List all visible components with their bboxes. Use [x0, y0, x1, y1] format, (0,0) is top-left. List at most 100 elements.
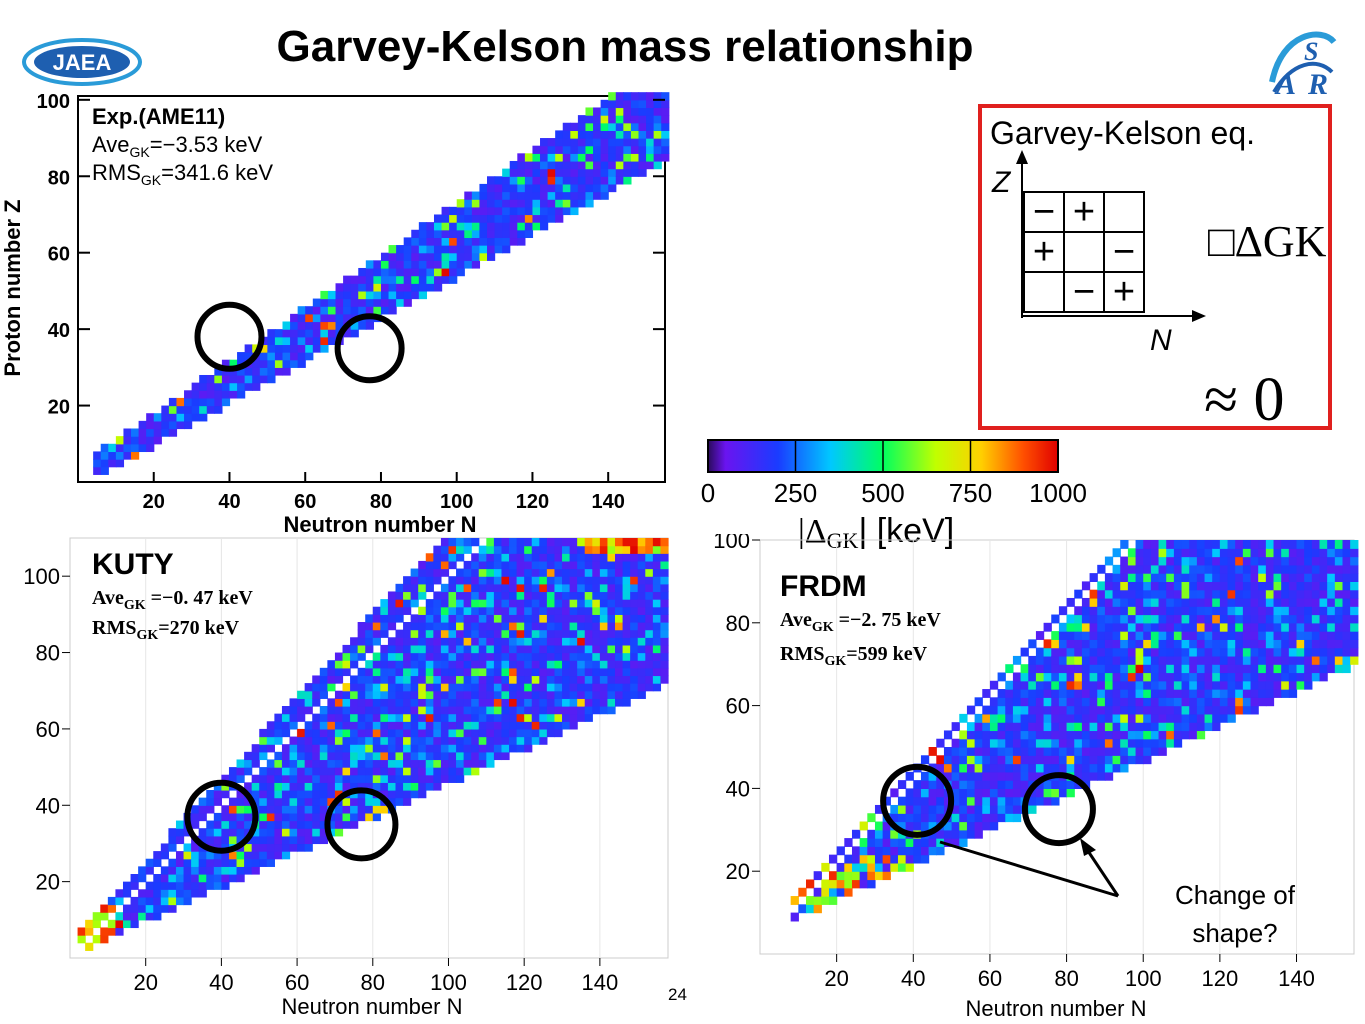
data-cell [652, 538, 662, 547]
x-tick-label: 60 [978, 966, 1002, 991]
data-cell [312, 751, 321, 761]
data-cell [1066, 647, 1075, 657]
data-cell [943, 821, 953, 831]
data-cell [342, 690, 351, 699]
data-cell [122, 919, 132, 929]
data-cell [100, 451, 109, 460]
data-cell [570, 183, 579, 193]
data-cell [433, 751, 442, 761]
data-cell [805, 879, 815, 889]
data-cell [516, 675, 525, 684]
data-cell [585, 107, 594, 116]
data-cell [100, 927, 109, 936]
data-cell [1020, 647, 1029, 657]
highlight-circle [324, 787, 399, 862]
data-cell [1074, 771, 1083, 781]
data-cell [281, 767, 291, 776]
data-cell [1051, 697, 1060, 707]
data-cell [959, 804, 968, 814]
data-cell [1035, 680, 1045, 690]
data-cell [365, 298, 374, 307]
data-cell [123, 428, 132, 437]
data-cell [281, 835, 291, 845]
data-cell [509, 622, 518, 631]
data-cell [350, 306, 359, 315]
data-cell [1350, 589, 1359, 599]
data-cell [562, 199, 571, 208]
data-cell [1143, 747, 1152, 756]
data-cell [214, 405, 223, 414]
data-cell [828, 896, 838, 905]
data-cell [479, 214, 488, 223]
data-cell [282, 336, 291, 346]
data-cell [350, 652, 359, 661]
data-cell [1189, 614, 1198, 624]
data-cell [146, 436, 155, 445]
data-cell [1104, 647, 1114, 657]
data-cell [1158, 705, 1167, 715]
data-cell [305, 352, 314, 361]
data-cell [448, 721, 457, 730]
data-cell [388, 290, 397, 300]
data-cell [859, 854, 868, 864]
data-cell [1020, 755, 1029, 765]
data-cell [319, 706, 328, 715]
data-cell [463, 644, 472, 654]
data-cell [637, 644, 646, 654]
data-cell [1028, 664, 1037, 674]
data-cell [1342, 556, 1351, 566]
data-cell [410, 706, 419, 715]
data-cell [184, 390, 193, 399]
data-cell [959, 747, 968, 756]
data-cell [358, 275, 367, 284]
data-cell [236, 790, 245, 799]
data-cell [637, 583, 646, 593]
data-cell [1189, 680, 1198, 690]
data-cell [1181, 540, 1190, 549]
data-cell [327, 812, 336, 822]
data-cell [569, 568, 578, 577]
data-cell [524, 690, 533, 699]
data-cell [1204, 606, 1213, 616]
data-cell [471, 260, 481, 269]
data-cell [372, 805, 381, 814]
data-cell [1227, 564, 1236, 574]
annotation-arrow-2 [1084, 847, 1120, 897]
data-cell [274, 812, 283, 822]
data-cell [1189, 655, 1198, 665]
data-cell [517, 160, 526, 170]
data-cell [660, 644, 669, 654]
data-cell [1342, 581, 1351, 591]
data-cell [486, 591, 495, 600]
data-cell [645, 614, 654, 623]
data-cell [138, 428, 147, 437]
data-cell [1296, 597, 1305, 607]
data-cell [479, 237, 488, 246]
data-cell [463, 622, 472, 631]
x-tick-label: 120 [516, 491, 549, 513]
data-cell [1235, 589, 1244, 599]
data-cell [1120, 672, 1129, 682]
data-cell [259, 774, 268, 783]
data-cell [1043, 780, 1052, 789]
data-cell [516, 538, 525, 547]
data-cell [524, 744, 533, 753]
data-cell [448, 637, 457, 646]
data-cell [85, 942, 94, 951]
data-cell [1074, 614, 1083, 624]
data-cell [380, 744, 389, 753]
data-cell [1227, 655, 1236, 665]
data-cell [146, 413, 155, 422]
data-cell [478, 583, 487, 593]
data-cell [387, 675, 397, 684]
data-cell [266, 858, 275, 867]
data-cell [464, 237, 473, 246]
data-cell [615, 591, 624, 600]
data-cell [1051, 722, 1060, 732]
data-cell [448, 599, 457, 608]
data-cell [493, 652, 503, 661]
data-cell [599, 591, 609, 600]
x-tick-label: 40 [901, 966, 925, 991]
data-cell [221, 874, 230, 883]
data-cell [410, 774, 419, 783]
